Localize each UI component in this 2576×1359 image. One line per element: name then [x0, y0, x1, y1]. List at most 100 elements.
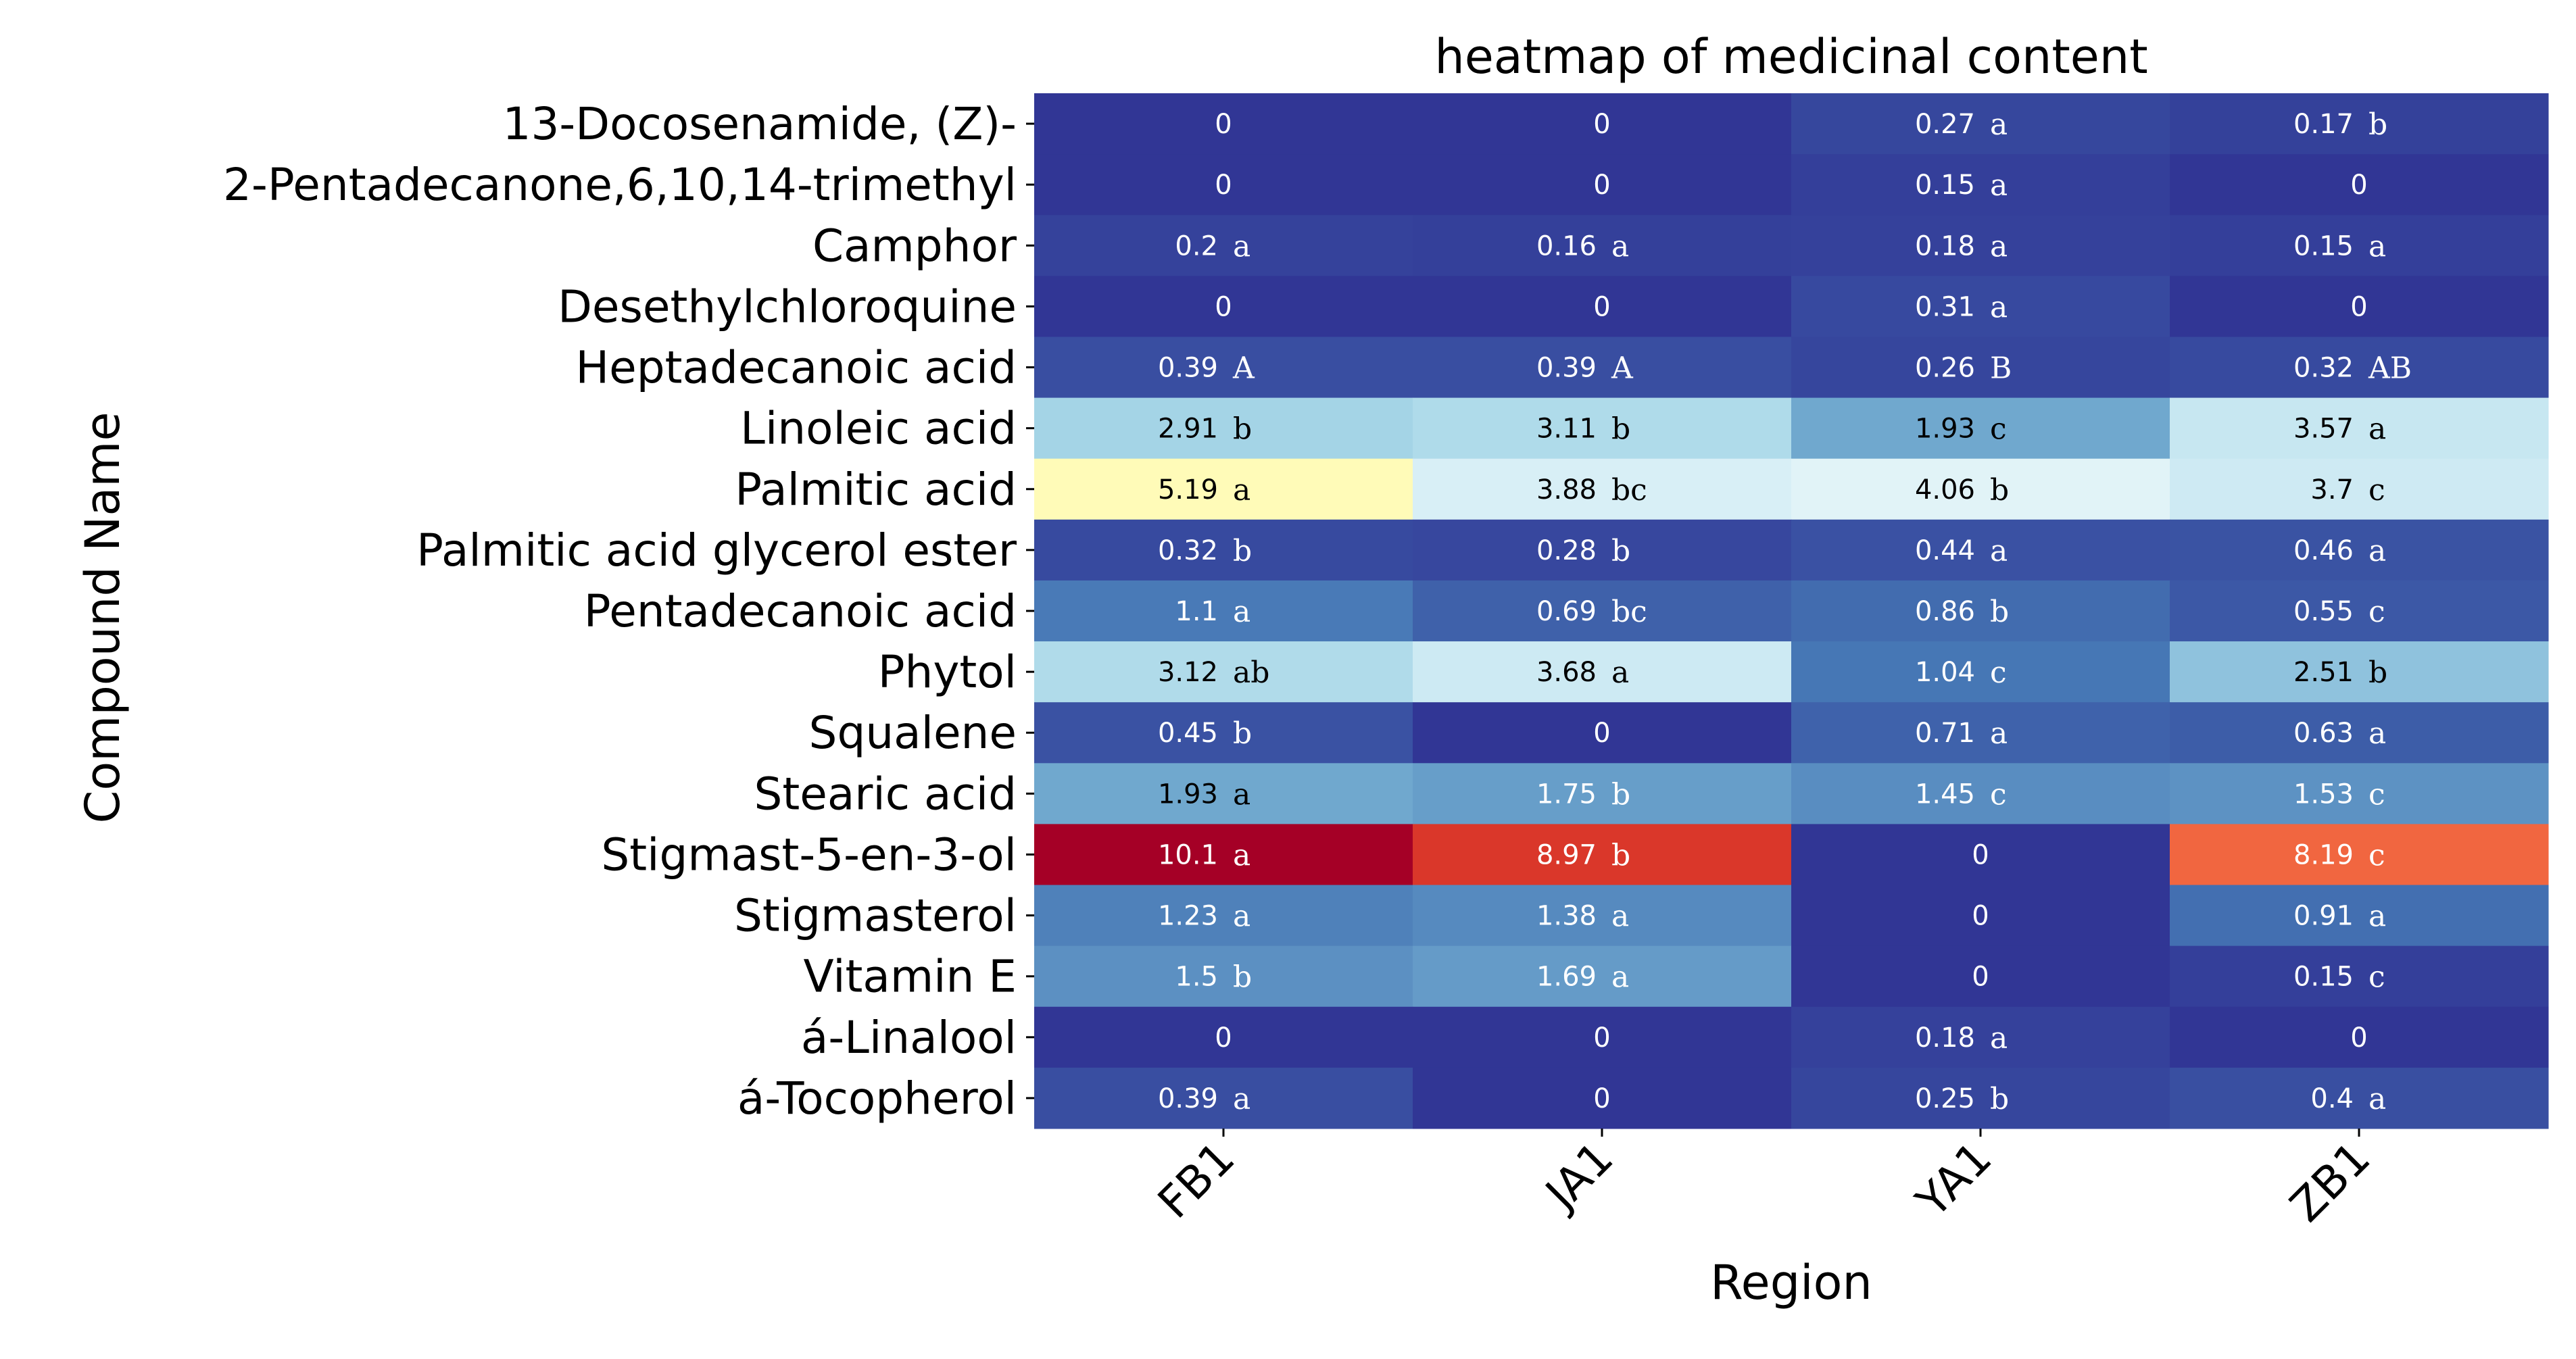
- heatmap-cell: [1413, 519, 1792, 581]
- cell-significance-letter: B: [1990, 351, 2012, 386]
- cell-value-label: 0.26: [1915, 353, 1975, 384]
- cell-value-label: 0.27: [1915, 109, 1975, 140]
- heatmap-cell: [1791, 458, 2170, 520]
- y-tick-label: Pentadecanoic acid: [584, 585, 1017, 637]
- heatmap-cell: [2170, 154, 2549, 216]
- cell-value-label: 0.39: [1158, 1083, 1218, 1114]
- cell-value-label: 0: [1972, 962, 1989, 993]
- heatmap-cell: [1413, 337, 1792, 399]
- cell-value-label: 0: [1972, 901, 1989, 932]
- cell-significance-letter: c: [1990, 777, 2007, 812]
- cell-value-label: 0.86: [1915, 596, 1975, 627]
- cell-value-label: 1.45: [1915, 779, 1975, 810]
- cell-significance-letter: ab: [1233, 656, 1269, 690]
- cell-significance-letter: a: [2368, 534, 2386, 568]
- cell-significance-letter: a: [1233, 899, 1250, 934]
- cell-significance-letter: b: [1990, 473, 2009, 508]
- x-tick-label: ZB1: [2280, 1132, 2380, 1232]
- x-axis-title: Region: [1710, 1255, 1872, 1310]
- cell-significance-letter: a: [2368, 412, 2386, 447]
- cell-significance-letter: c: [1990, 412, 2007, 447]
- cell-significance-letter: c: [2368, 473, 2385, 508]
- cell-significance-letter: a: [2368, 899, 2386, 934]
- cell-significance-letter: b: [1611, 777, 1630, 812]
- cell-significance-letter: bc: [1611, 595, 1647, 629]
- cell-value-label: 1.23: [1158, 901, 1218, 932]
- cell-value-label: 0.4: [2310, 1083, 2354, 1114]
- heatmap-cell: [1791, 580, 2170, 642]
- cell-value-label: 0: [1593, 170, 1610, 201]
- cell-significance-letter: a: [1233, 838, 1250, 872]
- heatmap-cell: [1791, 763, 2170, 824]
- y-tick-label: Stearic acid: [754, 768, 1017, 820]
- cell-significance-letter: b: [1233, 716, 1252, 751]
- cell-significance-letter: a: [1990, 716, 2008, 751]
- cell-significance-letter: b: [2368, 107, 2387, 142]
- y-tick-label: á-Tocopherol: [737, 1072, 1017, 1125]
- cell-significance-letter: b: [2368, 656, 2387, 690]
- heatmap-cell: [1034, 702, 1413, 764]
- y-tick-labels: 13-Docosenamide, (Z)- 2-Pentadecanone,6,1…: [223, 98, 1034, 1125]
- cell-value-label: 0: [1593, 109, 1610, 140]
- heatmap-cell: [1034, 519, 1413, 581]
- cell-value-label: 0.45: [1158, 718, 1218, 749]
- cell-value-label: 3.7: [2310, 474, 2354, 505]
- cell-value-label: 0.69: [1536, 596, 1597, 627]
- heatmap-cell: [2170, 397, 2549, 460]
- heatmap-cell: [1413, 824, 1792, 886]
- heatmap-cell: [2170, 1067, 2549, 1129]
- cell-value-label: 0.15: [1915, 170, 1975, 201]
- cell-significance-letter: b: [1990, 1082, 2009, 1116]
- cell-significance-letter: A: [1611, 351, 1634, 386]
- y-tick-label: Heptadecanoic acid: [576, 342, 1017, 394]
- heatmap-cell: [2170, 945, 2549, 1008]
- cell-value-label: 0: [2350, 170, 2367, 201]
- heatmap-cell: [1034, 824, 1413, 886]
- cell-value-label: 0.16: [1536, 230, 1597, 262]
- heatmap-cell: [1791, 824, 2170, 886]
- y-tick-label: Palmitic acid glycerol ester: [416, 524, 1017, 576]
- heatmap-cell: [2170, 276, 2549, 337]
- cell-value-label: 0.17: [2293, 109, 2354, 140]
- cell-significance-letter: b: [1233, 412, 1252, 447]
- heatmap-cell: [1034, 945, 1413, 1008]
- heatmap-cell: [2170, 641, 2549, 703]
- cell-value-label: 8.97: [1536, 839, 1597, 870]
- cell-value-label: 0: [1593, 1083, 1610, 1114]
- cell-value-label: 0.28: [1536, 535, 1597, 566]
- y-tick-label: 2-Pentadecanone,6,10,14-trimethyl: [223, 159, 1017, 211]
- heatmap-cell: [2170, 1006, 2549, 1068]
- cell-value-label: 3.12: [1158, 657, 1218, 688]
- heatmap-cell: [1791, 93, 2170, 155]
- heatmap-cell: [1413, 276, 1792, 337]
- cell-value-label: 0: [1215, 170, 1232, 201]
- heatmap-cell: [1791, 885, 2170, 947]
- cell-value-label: 0: [2350, 1022, 2367, 1054]
- heatmap-cell: [2170, 93, 2549, 155]
- cell-significance-letter: a: [1233, 229, 1250, 264]
- cell-significance-letter: a: [1990, 168, 2008, 203]
- cell-value-label: 0: [1972, 839, 1989, 870]
- heatmap-cell: [1034, 397, 1413, 460]
- cell-significance-letter: a: [1990, 534, 2008, 568]
- cell-value-label: 4.06: [1915, 474, 1975, 505]
- cell-value-label: 0: [1215, 291, 1232, 322]
- x-tick-label: JA1: [1534, 1132, 1623, 1221]
- cell-significance-letter: b: [1611, 412, 1630, 447]
- cell-value-label: 0.25: [1915, 1083, 1975, 1114]
- cell-value-label: 2.91: [1158, 414, 1218, 445]
- heatmap-cell: [1791, 337, 2170, 399]
- cell-significance-letter: a: [1990, 290, 2008, 324]
- heatmap-cell: [1034, 276, 1413, 337]
- cell-significance-letter: a: [1990, 1021, 2008, 1056]
- cell-value-label: 1.93: [1158, 779, 1218, 810]
- heatmap-cell: [1413, 885, 1792, 947]
- heatmap-cell: [1413, 458, 1792, 520]
- cell-value-label: 3.68: [1536, 657, 1597, 688]
- cell-significance-letter: c: [2368, 960, 2385, 995]
- cell-significance-letter: a: [1233, 595, 1250, 629]
- heatmap-cell: [1791, 641, 2170, 703]
- heatmap-cell: [1034, 885, 1413, 947]
- heatmap-cell: [1791, 397, 2170, 460]
- heatmap-cell: [1791, 945, 2170, 1008]
